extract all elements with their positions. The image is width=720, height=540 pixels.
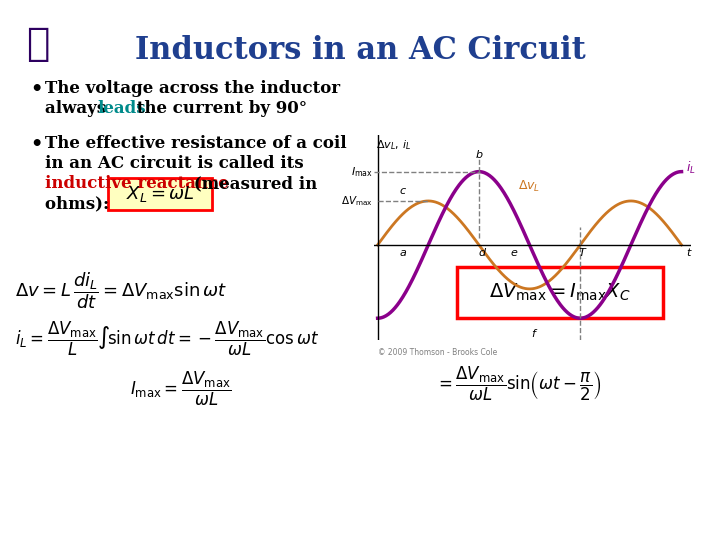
Text: the current by 90°: the current by 90°	[131, 100, 307, 117]
Text: T: T	[578, 248, 585, 258]
Text: leads: leads	[97, 100, 145, 117]
Text: $\Delta v = L\,\dfrac{di_L}{dt} = \Delta V_{\mathrm{max}}\sin\omega t$: $\Delta v = L\,\dfrac{di_L}{dt} = \Delta…	[15, 270, 228, 310]
Text: ohms):: ohms):	[45, 195, 121, 212]
Text: $I_{\mathrm{max}} = \dfrac{\Delta V_{\mathrm{max}}}{\omega L}$: $I_{\mathrm{max}} = \dfrac{\Delta V_{\ma…	[130, 370, 232, 408]
Text: $= \dfrac{\Delta V_{\mathrm{max}}}{\omega L}\sin\!\left(\omega t - \dfrac{\pi}{2: $= \dfrac{\Delta V_{\mathrm{max}}}{\omeg…	[435, 365, 601, 403]
FancyBboxPatch shape	[108, 178, 212, 210]
Text: d: d	[479, 248, 486, 258]
Text: 🦎: 🦎	[27, 25, 50, 63]
Text: $i_L = \dfrac{\Delta V_{\mathrm{max}}}{L}\int\!\sin\omega t\,dt = -\dfrac{\Delta: $i_L = \dfrac{\Delta V_{\mathrm{max}}}{L…	[15, 320, 319, 358]
Text: in an AC circuit is called its: in an AC circuit is called its	[45, 155, 304, 172]
Text: inductive reactance: inductive reactance	[45, 175, 229, 192]
Text: a: a	[400, 248, 406, 258]
Text: © 2009 Thomson - Brooks Cole: © 2009 Thomson - Brooks Cole	[377, 348, 497, 357]
Text: •: •	[30, 135, 42, 154]
Text: $\Delta v_L,\, i_L$: $\Delta v_L,\, i_L$	[376, 139, 411, 152]
Text: c: c	[400, 186, 406, 195]
Text: $I_{\mathrm{max}}$: $I_{\mathrm{max}}$	[351, 165, 373, 179]
Text: $i_L$: $i_L$	[686, 160, 696, 176]
Text: •: •	[30, 80, 42, 99]
Text: b: b	[475, 151, 482, 160]
Text: e: e	[511, 248, 518, 258]
FancyBboxPatch shape	[457, 267, 663, 318]
Text: (measured in: (measured in	[188, 175, 318, 192]
Text: $\Delta v_L$: $\Delta v_L$	[518, 179, 541, 194]
Text: The effective resistance of a coil: The effective resistance of a coil	[45, 135, 346, 152]
Text: f: f	[531, 328, 535, 339]
Text: always: always	[45, 100, 112, 117]
Text: The voltage across the inductor: The voltage across the inductor	[45, 80, 340, 97]
Text: $\Delta V_{\mathrm{max}}$: $\Delta V_{\mathrm{max}}$	[341, 194, 373, 208]
Text: t: t	[685, 248, 690, 258]
Text: $X_L = \omega L$: $X_L = \omega L$	[125, 184, 194, 204]
Text: Inductors in an AC Circuit: Inductors in an AC Circuit	[135, 35, 585, 66]
Text: $\Delta V_{\mathrm{max}} = I_{\mathrm{max}} X_C$: $\Delta V_{\mathrm{max}} = I_{\mathrm{ma…	[489, 282, 631, 303]
